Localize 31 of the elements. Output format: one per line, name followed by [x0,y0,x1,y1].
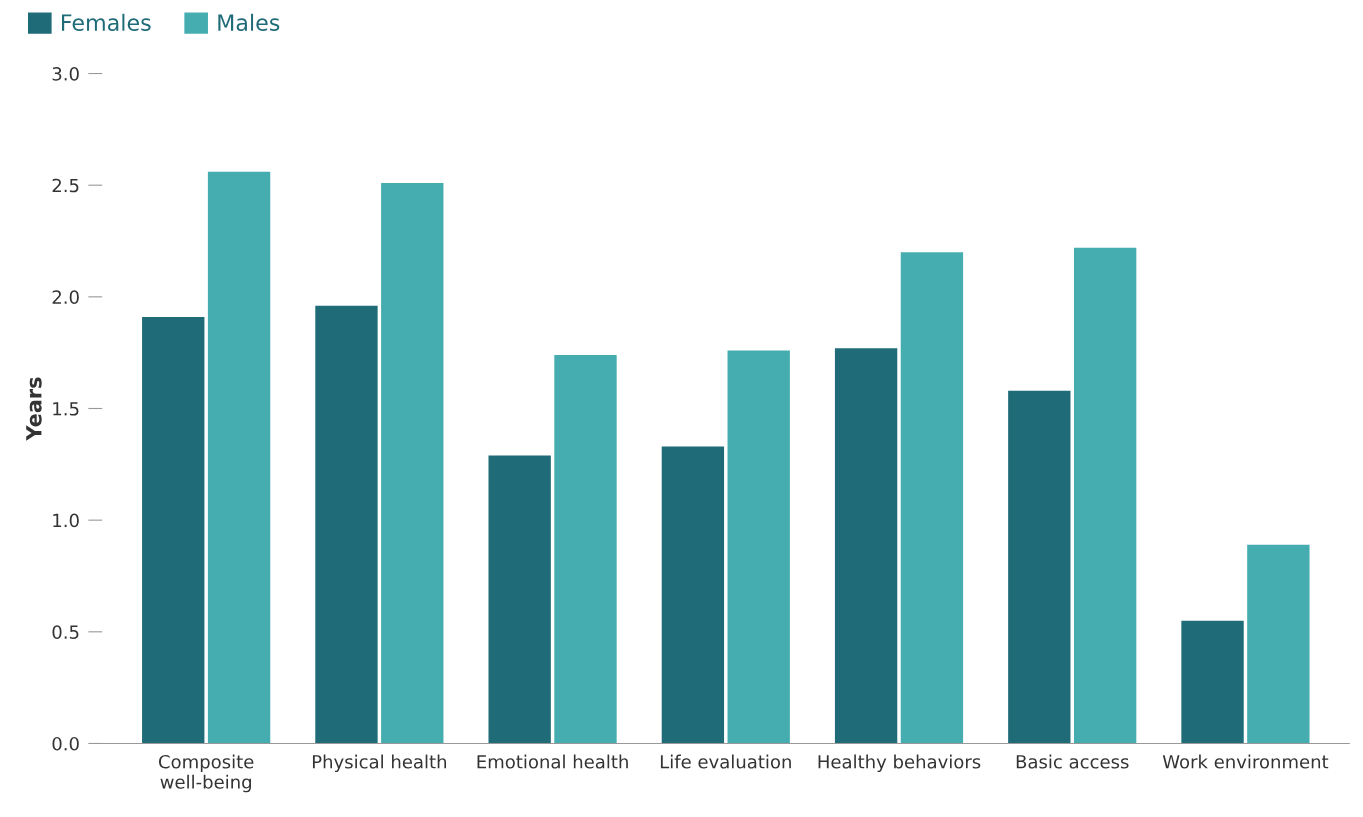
y-tick-label: 0.5 [52,625,79,639]
x-tick-label: Life evaluation [660,754,791,769]
x-tick-label: Composite well-being [158,754,254,793]
legend-label: Females [61,13,151,32]
y-tick-label: 2.0 [52,290,79,304]
x-tick-label: Healthy behaviors [818,754,981,773]
bar [207,171,271,744]
legend-label: Males [218,13,280,32]
bar [727,350,790,744]
y-axis-title: Years [26,377,42,441]
y-tick-label: 3.0 [52,66,79,81]
x-tick-label: Work environment [1162,754,1329,769]
bar [488,455,551,744]
bar [554,354,617,744]
bar [900,252,964,744]
bar [661,446,725,744]
bar [1181,620,1244,744]
y-tick-label: 1.5 [53,402,79,416]
x-tick-label: Basic access [1016,754,1129,769]
x-tick-label: Physical health [312,754,447,773]
bar [1247,544,1310,744]
y-tick-label: 2.5 [52,178,79,193]
bar [834,348,898,744]
bar [1008,390,1071,744]
bar [1073,247,1137,744]
bar [381,182,444,744]
x-tick-label: Emotional health [477,754,628,769]
bar [315,305,378,744]
bar [142,316,205,744]
y-tick-label: 0.0 [52,736,79,751]
y-tick-label: 1.0 [53,513,79,528]
